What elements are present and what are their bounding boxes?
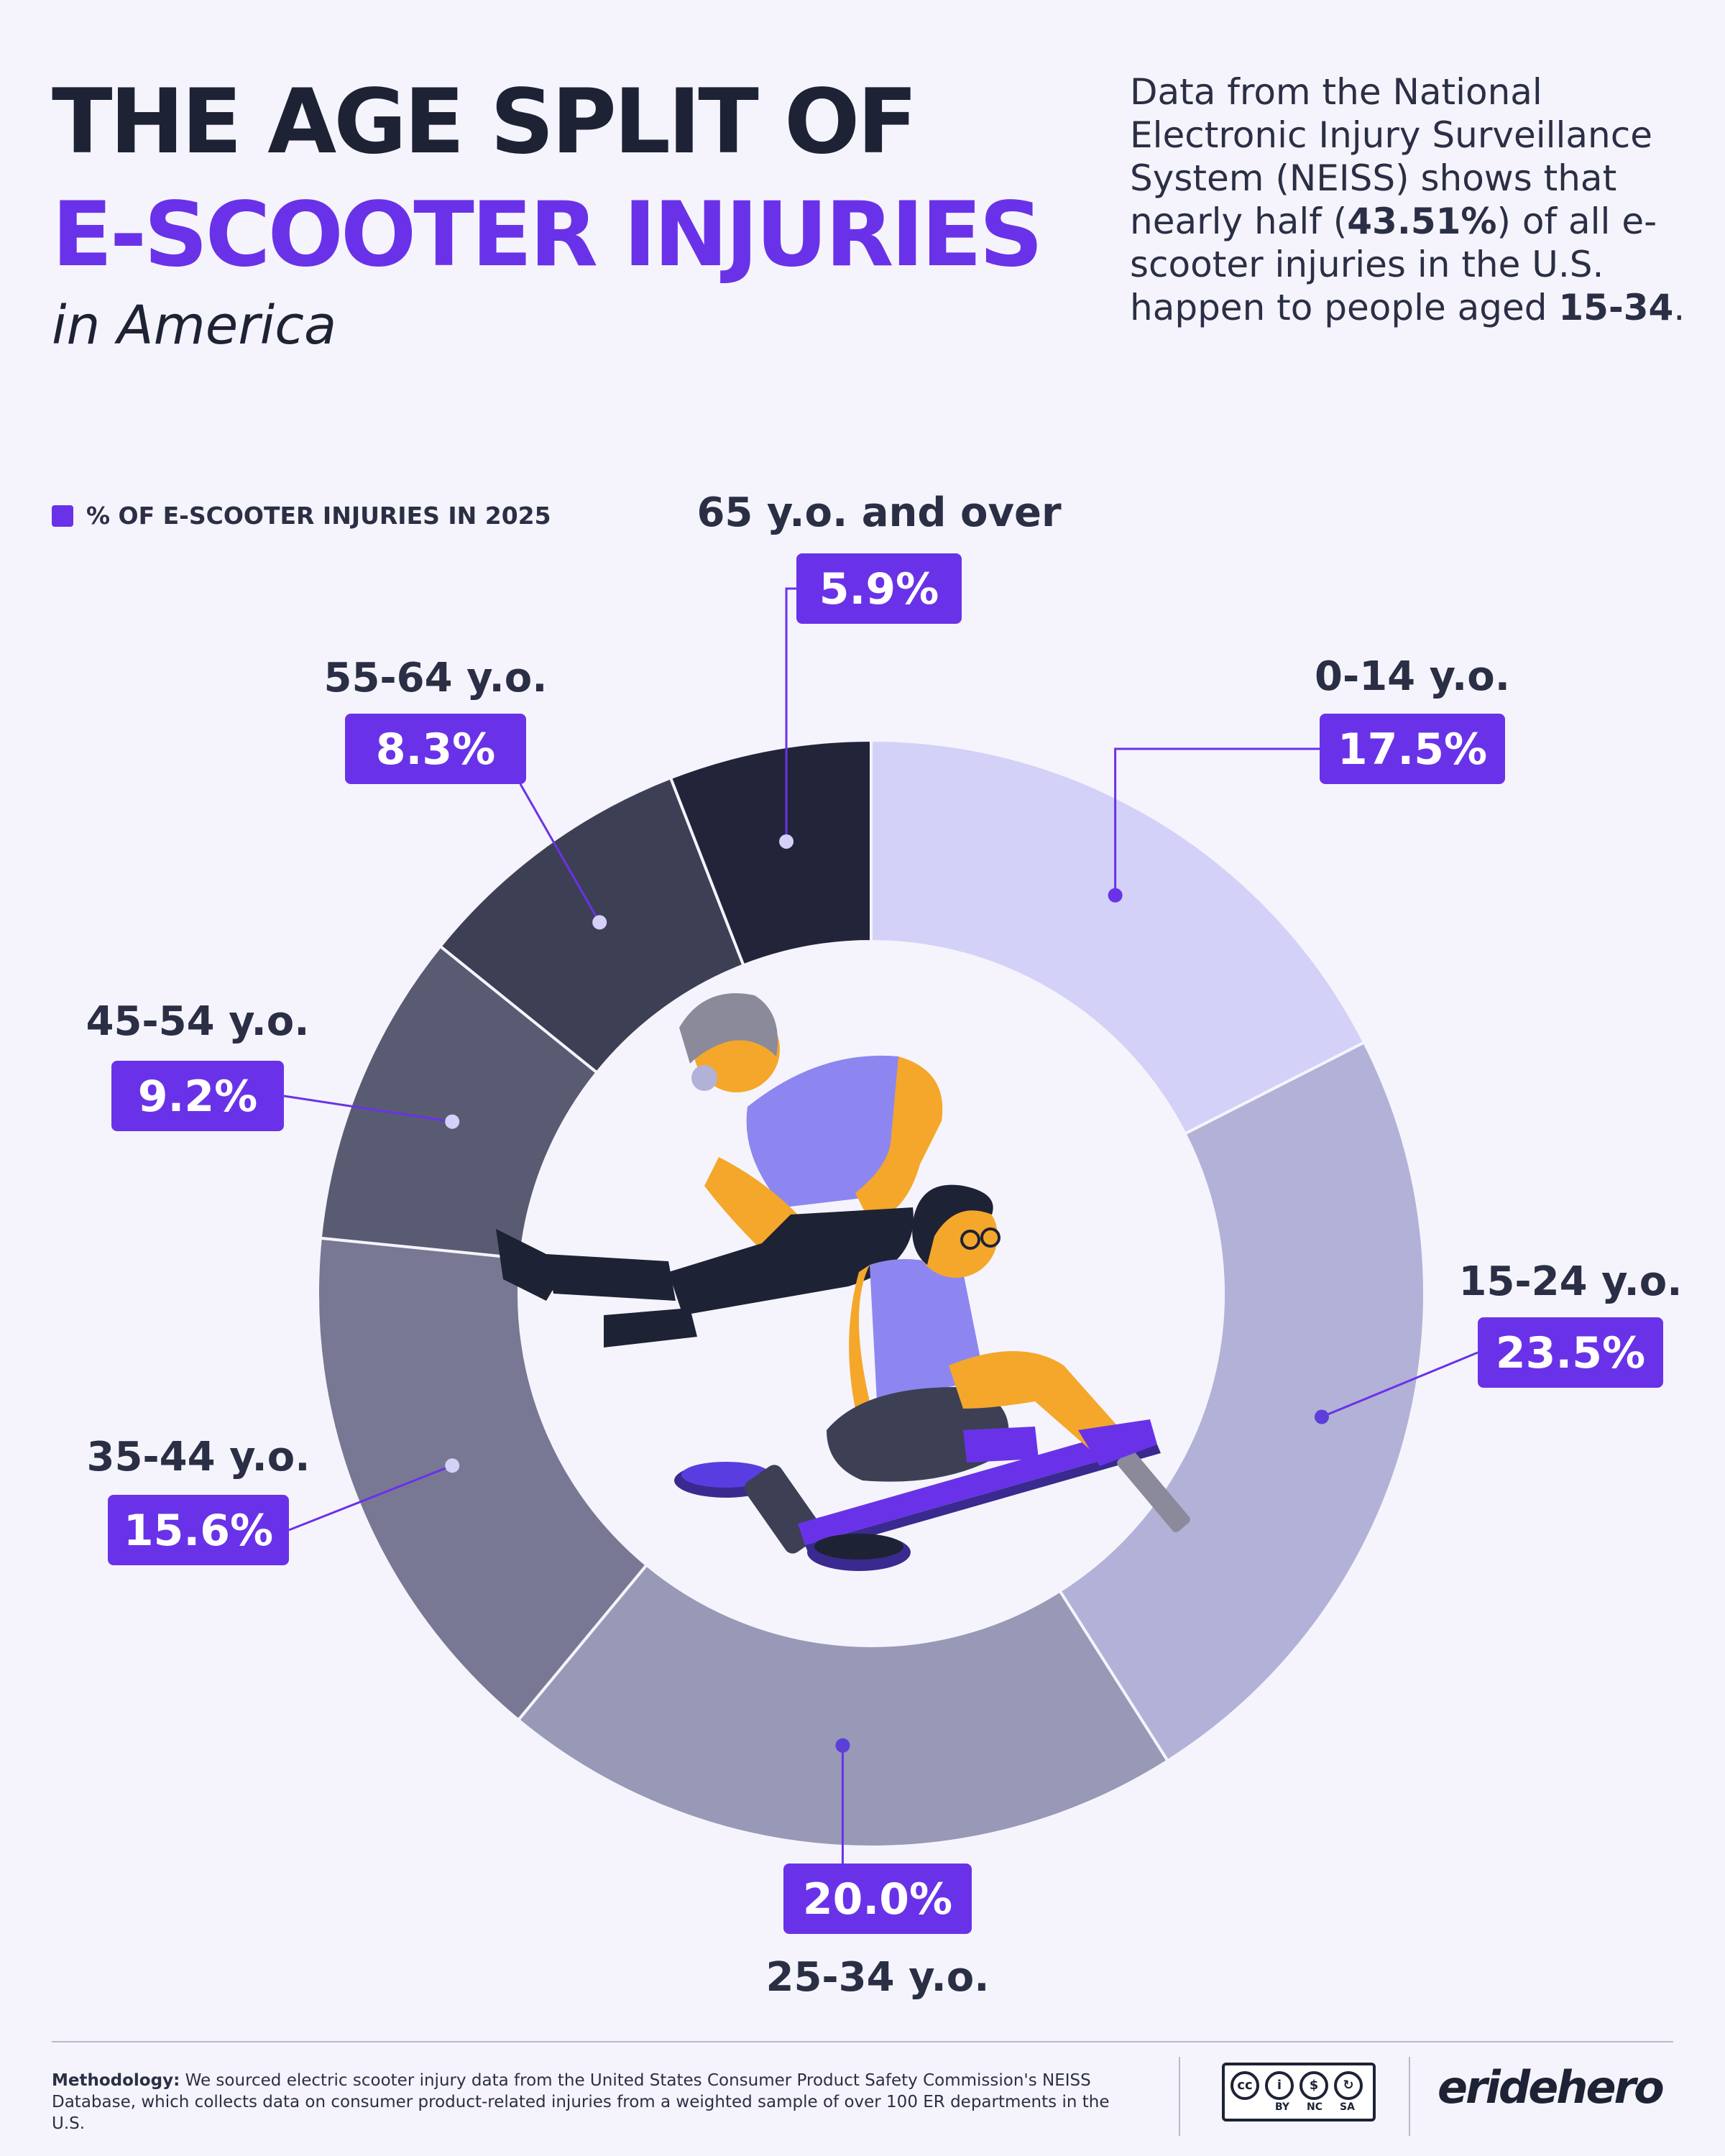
methodology-text: We sourced electric scooter injury data … [52, 2071, 1110, 2133]
title-line-3: in America [52, 295, 337, 356]
category-label-1: 15-24 y.o. [1459, 1258, 1683, 1305]
footer-separator [1179, 2057, 1180, 2136]
value-label-2: 20.0% [803, 1874, 952, 1925]
callout-dot-1 [1314, 1409, 1329, 1424]
license-label-sa: SA [1340, 2101, 1355, 2113]
donut-slice-0 [870, 738, 1366, 1136]
methodology-note: Methodology: We sourced electric scooter… [52, 2070, 1130, 2134]
value-label-3: 15.6% [124, 1506, 273, 1556]
donut-slices [316, 738, 1427, 1848]
intro-text: Data from the National Electronic Injury… [1130, 71, 1685, 328]
callout-dot-3 [445, 1458, 460, 1473]
by-icon: i [1265, 2071, 1294, 2100]
cc-license-badge[interactable]: cc i $ ↻ BY NC SA [1222, 2063, 1376, 2122]
callout-dot-4 [445, 1114, 460, 1129]
callout-line-3 [288, 1464, 453, 1531]
license-label-by: BY [1275, 2101, 1290, 2113]
footer-separator [1409, 2057, 1410, 2136]
value-label-5: 8.3% [376, 724, 495, 775]
callout-dot-6 [779, 834, 794, 849]
category-label-2: 25-34 y.o. [766, 1954, 990, 2001]
footer-divider [52, 2041, 1673, 2042]
callout-dot-2 [835, 1738, 850, 1753]
callout-line-5 [519, 783, 601, 923]
donut-slice-3 [316, 1236, 649, 1723]
donut-slice-1 [1057, 1040, 1427, 1763]
category-label-6: 65 y.o. and over [696, 489, 1062, 536]
intro-highlight-age: 15-34 [1558, 287, 1674, 328]
donut-slice-2 [516, 1562, 1170, 1848]
callout-dot-0 [1108, 888, 1123, 903]
sa-icon: ↻ [1334, 2071, 1363, 2100]
value-box-5 [345, 714, 526, 784]
young-woman-figure [827, 1184, 1157, 1482]
donut-chart: 17.5% 0-14 y.o. 23.5% 15-24 y.o. 20.0% 25-34 … [86, 489, 1683, 2001]
value-label-1: 23.5% [1496, 1328, 1645, 1378]
category-label-0: 0-14 y.o. [1315, 653, 1510, 700]
legend-swatch [52, 505, 73, 527]
callout-line-1 [1321, 1351, 1478, 1418]
callout-line-0 [1114, 747, 1320, 895]
category-label-4: 45-54 y.o. [86, 998, 310, 1045]
value-label-0: 17.5% [1338, 724, 1487, 775]
donut-slice-6 [668, 738, 873, 967]
legend: % OF E-SCOOTER INJURIES IN 2025 [52, 502, 551, 530]
brand-logo: eridehero [1438, 2061, 1665, 2114]
value-box-3 [108, 1495, 289, 1565]
cc-icon: cc [1230, 2071, 1259, 2100]
older-man-figure [496, 993, 943, 1348]
value-label-6: 5.9% [819, 564, 939, 614]
injured-riders-illustration [496, 993, 1190, 1571]
methodology-label: Methodology: [52, 2071, 180, 2090]
license-label-nc: NC [1307, 2101, 1322, 2113]
scooter-illustration [674, 1423, 1190, 1571]
value-box-0 [1320, 714, 1505, 784]
title-line-1: THE AGE SPLIT OF [52, 70, 918, 174]
category-label-3: 35-44 y.o. [87, 1434, 310, 1480]
category-label-5: 55-64 y.o. [324, 655, 548, 701]
intro-highlight-pct: 43.51% [1347, 201, 1497, 242]
value-box-2 [783, 1864, 972, 1934]
title-line-2: E-SCOOTER INJURIES [52, 183, 1044, 287]
callout-line-4 [283, 1095, 453, 1123]
legend-label: % OF E-SCOOTER INJURIES IN 2025 [86, 502, 551, 530]
nc-icon: $ [1300, 2071, 1328, 2100]
value-box-6 [796, 553, 962, 624]
value-label-4: 9.2% [138, 1072, 257, 1122]
value-box-4 [111, 1061, 284, 1131]
value-box-1 [1478, 1317, 1663, 1388]
callout-dot-5 [592, 915, 607, 930]
callout-line-6 [785, 587, 796, 842]
